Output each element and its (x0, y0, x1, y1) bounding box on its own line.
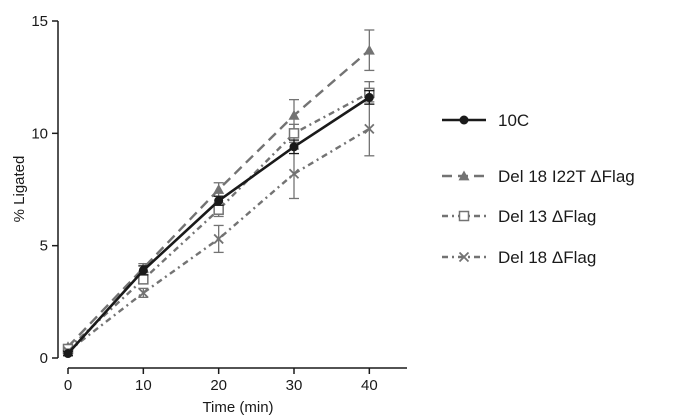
legend-item-0: 10C (442, 111, 529, 130)
x-tick-label: 40 (361, 377, 378, 394)
legend-label: Del 18 I22T ΔFlag (498, 167, 635, 186)
data-point (289, 142, 299, 152)
series-3 (62, 101, 375, 357)
y-ticks: 0 5 10 15 (31, 13, 58, 367)
y-tick-label: 10 (31, 125, 48, 142)
plot-area: 0 5 10 15 0 10 20 30 40 (31, 13, 407, 394)
data-point (459, 115, 469, 125)
data-point-stroke (288, 168, 300, 179)
y-axis-label: % Ligated (11, 156, 28, 223)
data-point-stroke (364, 123, 375, 134)
legend-label: Del 18 ΔFlag (498, 248, 596, 267)
legend-label: 10C (498, 111, 529, 130)
x-tick-label: 10 (135, 377, 152, 394)
y-tick-label: 5 (40, 238, 48, 255)
x-ticks: 0 10 20 30 40 (64, 368, 378, 394)
data-point (364, 123, 375, 134)
legend-item-2: Del 13 ΔFlag (442, 207, 596, 226)
data-point (213, 233, 224, 245)
x-tick-label: 20 (210, 377, 227, 394)
series-1 (62, 29, 375, 352)
y-tick-label: 0 (40, 350, 48, 367)
series-line (67, 91, 370, 350)
data-point (288, 109, 300, 120)
data-point (138, 265, 148, 275)
legend: 10C Del 18 I22T ΔFlag Del 13 ΔFlag Del 18 Δ… (442, 111, 635, 267)
x-axis-label: Time (min) (202, 399, 273, 416)
data-point-stroke (458, 251, 470, 263)
data-point (214, 196, 224, 206)
data-point (458, 210, 470, 222)
data-point (363, 44, 375, 55)
data-point-stroke (138, 287, 149, 298)
series-0 (63, 89, 375, 359)
legend-item-3: Del 18 ΔFlag (442, 248, 596, 267)
data-point (288, 168, 300, 179)
data-point (458, 251, 470, 263)
data-point-stroke (213, 233, 224, 245)
x-tick-label: 0 (64, 377, 72, 394)
series-2 (62, 81, 375, 355)
data-point (458, 170, 470, 181)
data-point (138, 287, 149, 298)
data-point (138, 274, 149, 285)
series-layer (62, 29, 375, 359)
data-point (63, 349, 73, 359)
data-point (213, 184, 225, 194)
x-tick-label: 30 (286, 377, 303, 394)
data-point (288, 128, 300, 139)
legend-label: Del 13 ΔFlag (498, 207, 596, 226)
legend-item-1: Del 18 I22T ΔFlag (442, 167, 635, 186)
data-point (364, 92, 374, 102)
data-point (213, 204, 224, 215)
y-tick-label: 15 (31, 13, 48, 30)
